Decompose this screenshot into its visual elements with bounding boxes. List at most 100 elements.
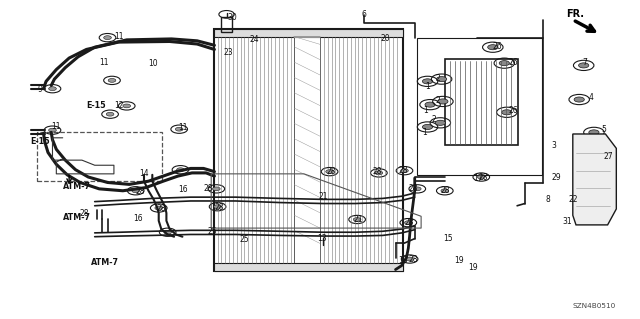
Circle shape bbox=[326, 170, 333, 174]
Text: 6: 6 bbox=[362, 10, 367, 19]
Text: ATM-7: ATM-7 bbox=[91, 258, 119, 267]
Text: 1: 1 bbox=[424, 106, 428, 115]
Circle shape bbox=[435, 120, 445, 125]
Text: 25: 25 bbox=[240, 235, 250, 244]
Text: 23: 23 bbox=[224, 48, 234, 57]
Text: 28: 28 bbox=[204, 184, 213, 193]
Text: 1: 1 bbox=[422, 128, 427, 137]
Circle shape bbox=[401, 169, 408, 173]
Text: 11: 11 bbox=[178, 123, 188, 132]
Text: 19: 19 bbox=[454, 256, 464, 265]
Bar bbox=[445, 59, 518, 145]
Text: 28: 28 bbox=[372, 167, 382, 176]
Text: 10: 10 bbox=[148, 59, 158, 68]
Text: 4: 4 bbox=[589, 93, 594, 102]
Circle shape bbox=[499, 61, 509, 66]
Circle shape bbox=[579, 63, 589, 68]
Text: 8: 8 bbox=[545, 195, 550, 204]
Text: FR.: FR. bbox=[566, 9, 584, 19]
Text: 28: 28 bbox=[398, 166, 408, 175]
Bar bbox=[214, 29, 403, 271]
Circle shape bbox=[413, 187, 421, 191]
Bar bbox=[214, 263, 403, 271]
Circle shape bbox=[49, 87, 56, 91]
Circle shape bbox=[212, 187, 220, 191]
Text: 20: 20 bbox=[381, 34, 390, 43]
Text: 19: 19 bbox=[468, 263, 478, 272]
Circle shape bbox=[214, 205, 221, 209]
Text: E-15: E-15 bbox=[86, 101, 106, 110]
Text: 3: 3 bbox=[552, 141, 557, 150]
Text: 28: 28 bbox=[136, 187, 145, 196]
Bar bbox=[221, 17, 232, 32]
Circle shape bbox=[488, 45, 498, 50]
Text: 1: 1 bbox=[426, 82, 430, 91]
Text: 28: 28 bbox=[479, 173, 488, 182]
Text: 16: 16 bbox=[178, 185, 188, 194]
Text: 15: 15 bbox=[443, 234, 452, 243]
Text: 31: 31 bbox=[562, 217, 572, 226]
Text: 29: 29 bbox=[552, 173, 561, 182]
Bar bbox=[417, 38, 542, 175]
Circle shape bbox=[589, 130, 599, 135]
Circle shape bbox=[436, 77, 447, 82]
Text: 28: 28 bbox=[404, 218, 414, 227]
Text: 9: 9 bbox=[37, 85, 42, 94]
Circle shape bbox=[375, 171, 383, 175]
Text: 7: 7 bbox=[582, 58, 588, 67]
Text: ATM-7: ATM-7 bbox=[63, 182, 91, 191]
Circle shape bbox=[164, 230, 172, 234]
Text: 26: 26 bbox=[509, 58, 518, 67]
Text: 21: 21 bbox=[353, 215, 363, 224]
Text: E-15: E-15 bbox=[31, 137, 51, 146]
Text: 5: 5 bbox=[602, 125, 607, 134]
Text: 14: 14 bbox=[140, 169, 149, 178]
Text: 16: 16 bbox=[133, 214, 143, 223]
Bar bbox=[214, 29, 403, 37]
Circle shape bbox=[404, 221, 412, 225]
Text: SZN4B0510: SZN4B0510 bbox=[573, 303, 616, 308]
Circle shape bbox=[502, 110, 512, 115]
Circle shape bbox=[406, 257, 413, 261]
Circle shape bbox=[123, 104, 131, 108]
Circle shape bbox=[49, 128, 56, 132]
Text: 26: 26 bbox=[493, 42, 502, 51]
Circle shape bbox=[438, 99, 448, 104]
Circle shape bbox=[106, 112, 114, 116]
Text: 30: 30 bbox=[227, 13, 237, 22]
Circle shape bbox=[477, 175, 485, 179]
Text: 27: 27 bbox=[604, 152, 613, 161]
Circle shape bbox=[108, 78, 116, 82]
Text: 2: 2 bbox=[435, 96, 440, 105]
Circle shape bbox=[574, 97, 584, 102]
Circle shape bbox=[177, 168, 184, 172]
Bar bbox=[37, 132, 162, 181]
Text: 28: 28 bbox=[326, 167, 336, 176]
Text: 22: 22 bbox=[568, 195, 578, 204]
Text: 11: 11 bbox=[114, 32, 124, 41]
Text: 28: 28 bbox=[408, 255, 418, 263]
Text: 26: 26 bbox=[509, 106, 518, 115]
Text: 2: 2 bbox=[432, 115, 436, 124]
Circle shape bbox=[441, 189, 449, 193]
Text: 28: 28 bbox=[214, 203, 224, 212]
Text: 17: 17 bbox=[474, 174, 483, 182]
Circle shape bbox=[132, 189, 140, 193]
Text: 28: 28 bbox=[157, 204, 166, 213]
Text: 11: 11 bbox=[51, 122, 61, 130]
Text: 12: 12 bbox=[114, 101, 124, 110]
Circle shape bbox=[175, 127, 183, 131]
Text: 13: 13 bbox=[317, 234, 326, 243]
Text: 25: 25 bbox=[208, 227, 218, 236]
Circle shape bbox=[104, 36, 111, 40]
Text: 28: 28 bbox=[80, 209, 90, 218]
Text: 18: 18 bbox=[398, 256, 408, 265]
Text: ATM-7: ATM-7 bbox=[63, 213, 91, 222]
Polygon shape bbox=[573, 134, 616, 225]
Circle shape bbox=[155, 206, 163, 210]
Text: 2: 2 bbox=[435, 74, 440, 83]
Text: 11: 11 bbox=[99, 58, 109, 67]
Bar bbox=[294, 37, 320, 263]
Circle shape bbox=[422, 124, 433, 130]
Circle shape bbox=[425, 102, 435, 107]
